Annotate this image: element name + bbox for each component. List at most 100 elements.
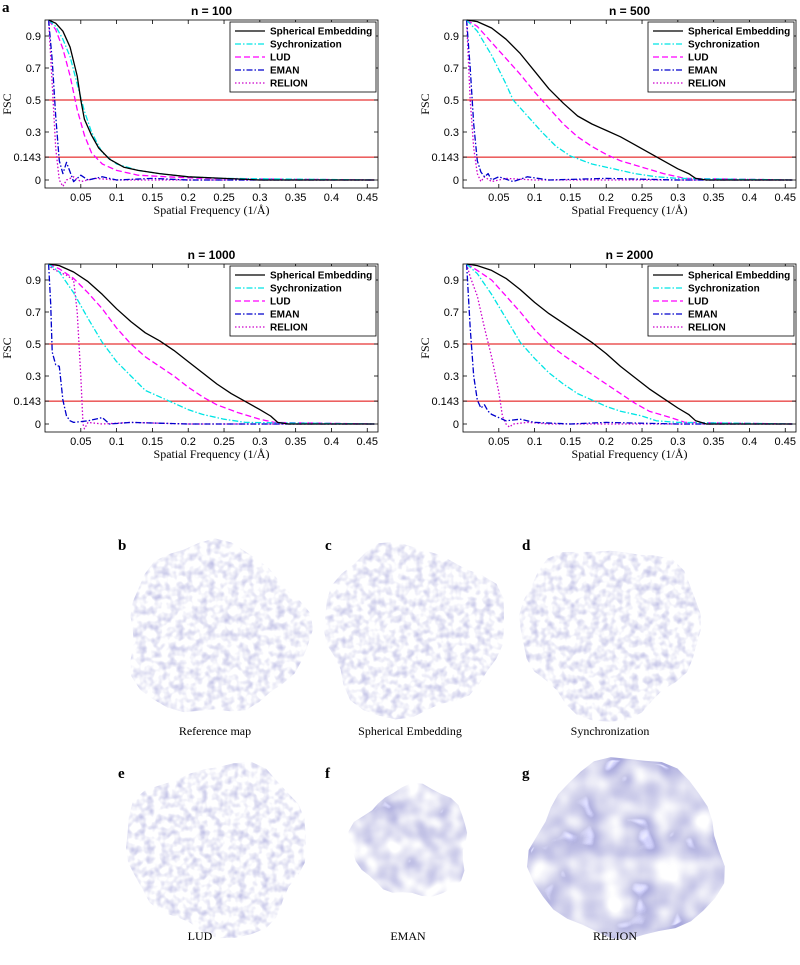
panel-letter-a: a [2,0,10,16]
series-line-sychronization [48,263,375,425]
legend-entry: Sychronization [270,284,342,295]
y-tick-label: 0.5 [26,95,41,107]
x-tick-label: 0.2 [181,436,196,448]
legend-entry: LUD [270,53,291,64]
x-tick-label: 0.45 [357,192,378,204]
series-line-sychronization [466,19,793,181]
x-tick-label: 0.45 [775,436,796,448]
x-tick-label: 0.3 [670,436,685,448]
legend-entry: LUD [688,297,709,308]
x-tick-label: 0.25 [631,436,652,448]
series-line-sychronization [466,263,793,425]
x-tick-label: 0.05 [70,192,91,204]
x-tick-label: 0.2 [599,192,614,204]
map-caption: Synchronization [571,724,650,738]
legend-entry: Sychronization [688,284,760,295]
density-map-surface [527,757,725,940]
x-tick-label: 0.35 [285,192,306,204]
panel-letter-f: f [325,766,331,782]
x-tick-label: 0.35 [285,436,306,448]
panel-letter-d: d [522,538,531,554]
y-tick-label: 0.143 [431,152,459,164]
x-tick-label: 0.2 [181,192,196,204]
x-tick-label: 0.4 [324,436,339,448]
chart-title: n = 500 [609,4,650,18]
x-axis-label: Spatial Frequency (1/Å) [154,203,270,217]
legend-entry: LUD [688,53,709,64]
x-tick-label: 0.25 [213,436,234,448]
series-line-lud [466,19,793,181]
series-line-eman [465,263,793,425]
y-axis-label: FSC [418,337,432,358]
y-tick-label: 0.143 [13,396,41,408]
series-line-spherical-embedding [48,19,375,181]
series-line-relion [47,19,375,188]
y-tick-label: 0.143 [13,152,41,164]
x-tick-label: 0.15 [142,192,163,204]
x-tick-label: 0.1 [527,436,542,448]
x-axis-label: Spatial Frequency (1/Å) [572,447,688,461]
x-tick-label: 0.45 [775,192,796,204]
legend: Spherical Embedding Sychronization LUD EMAN… [647,265,795,337]
map-caption: RELION [593,929,637,943]
legend-entry: Sychronization [270,40,342,51]
series-line-spherical-embedding [466,263,793,425]
x-tick-label: 0.25 [631,192,652,204]
density-map-surface [323,541,504,720]
y-tick-label: 0.3 [26,127,41,139]
legend-entry: RELION [270,323,308,334]
x-axis-label: Spatial Frequency (1/Å) [154,447,270,461]
legend-entry: Spherical Embedding [270,27,372,38]
y-tick-label: 0 [35,175,41,187]
x-tick-label: 0.35 [703,192,724,204]
y-tick-label: 0.9 [26,31,41,43]
map-panel-e: e LUD [118,761,306,943]
legend-entry: Spherical Embedding [270,271,372,282]
y-tick-label: 0.143 [431,396,459,408]
x-tick-label: 0.1 [109,192,124,204]
x-tick-label: 0.4 [742,436,757,448]
map-caption: LUD [188,929,213,943]
legend: Spherical Embedding Sychronization LUD EMAN… [647,21,795,93]
legend-entry: RELION [270,79,308,90]
panel-letter-g: g [522,766,530,782]
series-line-lud [48,263,375,425]
legend-entry: EMAN [270,310,299,321]
y-tick-label: 0.7 [26,63,41,75]
y-tick-label: 0.5 [444,95,459,107]
x-tick-label: 0.05 [488,192,509,204]
panel-letter-c: c [325,538,332,554]
density-map-surface [348,782,468,897]
y-tick-label: 0.9 [444,275,459,287]
y-tick-label: 0 [453,419,459,431]
y-tick-label: 0.7 [444,307,459,319]
map-panel-c: c Spherical Embedding [323,538,504,738]
panel-letter-e: e [118,766,125,782]
legend-entry: EMAN [270,66,299,77]
y-tick-label: 0.3 [444,127,459,139]
y-tick-label: 0.3 [26,371,41,383]
series-line-lud [48,19,375,181]
y-tick-label: 0.3 [444,371,459,383]
map-caption: Reference map [179,724,251,738]
fsc-chart-1: n = 100 0 0.143 0.3 0.5 0.7 0.9 0.05 0.1 0.15 0.2 0… [0,4,379,217]
x-tick-label: 0.1 [527,192,542,204]
x-tick-label: 0.4 [742,192,757,204]
density-map-surface [126,761,306,939]
y-tick-label: 0 [35,419,41,431]
map-panel-f: f EMAN [325,766,468,943]
legend-entry: EMAN [688,310,717,321]
density-map-surface [130,538,313,713]
map-caption: EMAN [390,929,426,943]
x-axis-label: Spatial Frequency (1/Å) [572,203,688,217]
legend-entry: Spherical Embedding [688,271,790,282]
y-tick-label: 0.9 [444,31,459,43]
y-axis-label: FSC [0,337,14,358]
series-line-spherical-embedding [466,19,793,181]
x-tick-label: 0.3 [252,192,267,204]
legend-entry: Spherical Embedding [688,27,790,38]
x-tick-label: 0.3 [252,436,267,448]
legend-entry: RELION [688,323,726,334]
y-tick-label: 0.5 [444,339,459,351]
